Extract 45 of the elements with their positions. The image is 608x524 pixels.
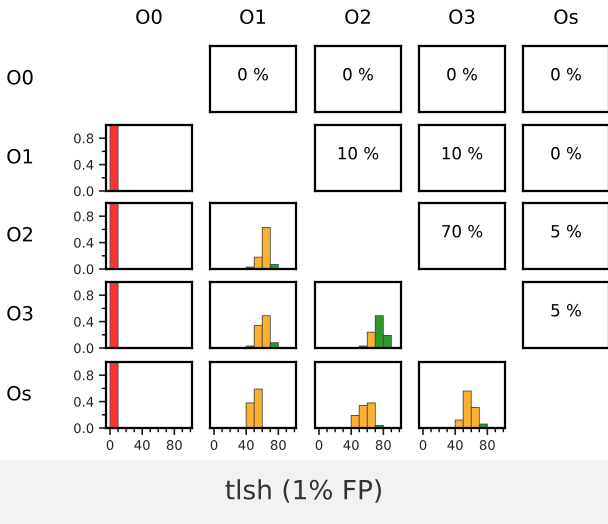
text: 5 %	[551, 304, 581, 317]
text: tlsh (1% FP)	[225, 479, 381, 503]
x-tick-label: 80	[270, 440, 286, 450]
text: 0 %	[447, 68, 477, 81]
y-axis-title: O1	[7, 148, 32, 164]
text: 5 %	[551, 224, 581, 238]
text: 0 %	[551, 68, 581, 81]
y-tick-label: 0.8	[74, 133, 94, 144]
text: 0 %	[238, 68, 268, 81]
y-tick-label: 0.4	[74, 238, 94, 248]
y-tick-label: 0.0	[74, 264, 94, 274]
x-tick-label: 0	[316, 440, 322, 450]
x-tick-label: 80	[480, 440, 495, 450]
text: O2	[345, 9, 370, 24]
y-axis-title: O2	[7, 226, 32, 242]
y-tick-label: 0.0	[74, 423, 94, 434]
y-tick-label: 0.8	[74, 370, 94, 380]
y-tick-label: 0.4	[74, 396, 94, 407]
y-tick-label: 0.0	[74, 186, 94, 196]
y-tick-label: 0.8	[74, 290, 94, 300]
y-tick-label: 0.4	[74, 316, 94, 327]
text: 70 %	[442, 224, 482, 238]
y-axis-title: Os	[7, 386, 31, 401]
text: 0 %	[343, 68, 373, 81]
x-tick-label: 80	[166, 440, 182, 450]
text: O1	[240, 9, 266, 24]
text: O3	[449, 9, 474, 24]
y-tick-label: 0.8	[74, 211, 94, 222]
text: O0	[136, 9, 162, 24]
x-tick-label: 40	[343, 440, 359, 450]
x-tick-label: 0	[106, 440, 114, 450]
y-tick-label: 0.0	[74, 343, 94, 354]
x-tick-label: 40	[238, 440, 254, 450]
text: 10 %	[338, 146, 378, 160]
x-tick-label: 0	[210, 440, 218, 450]
y-tick-label: 0.4	[74, 160, 94, 170]
text: 10 %	[442, 146, 482, 160]
x-tick-label: 80	[376, 440, 391, 450]
text: Os	[554, 9, 578, 24]
x-tick-label: 0	[420, 440, 426, 450]
x-tick-label: 40	[447, 440, 463, 450]
y-axis-title: O3	[7, 306, 32, 321]
x-tick-label: 40	[134, 440, 150, 450]
text: O0	[7, 70, 33, 85]
text: 0 %	[551, 146, 581, 160]
